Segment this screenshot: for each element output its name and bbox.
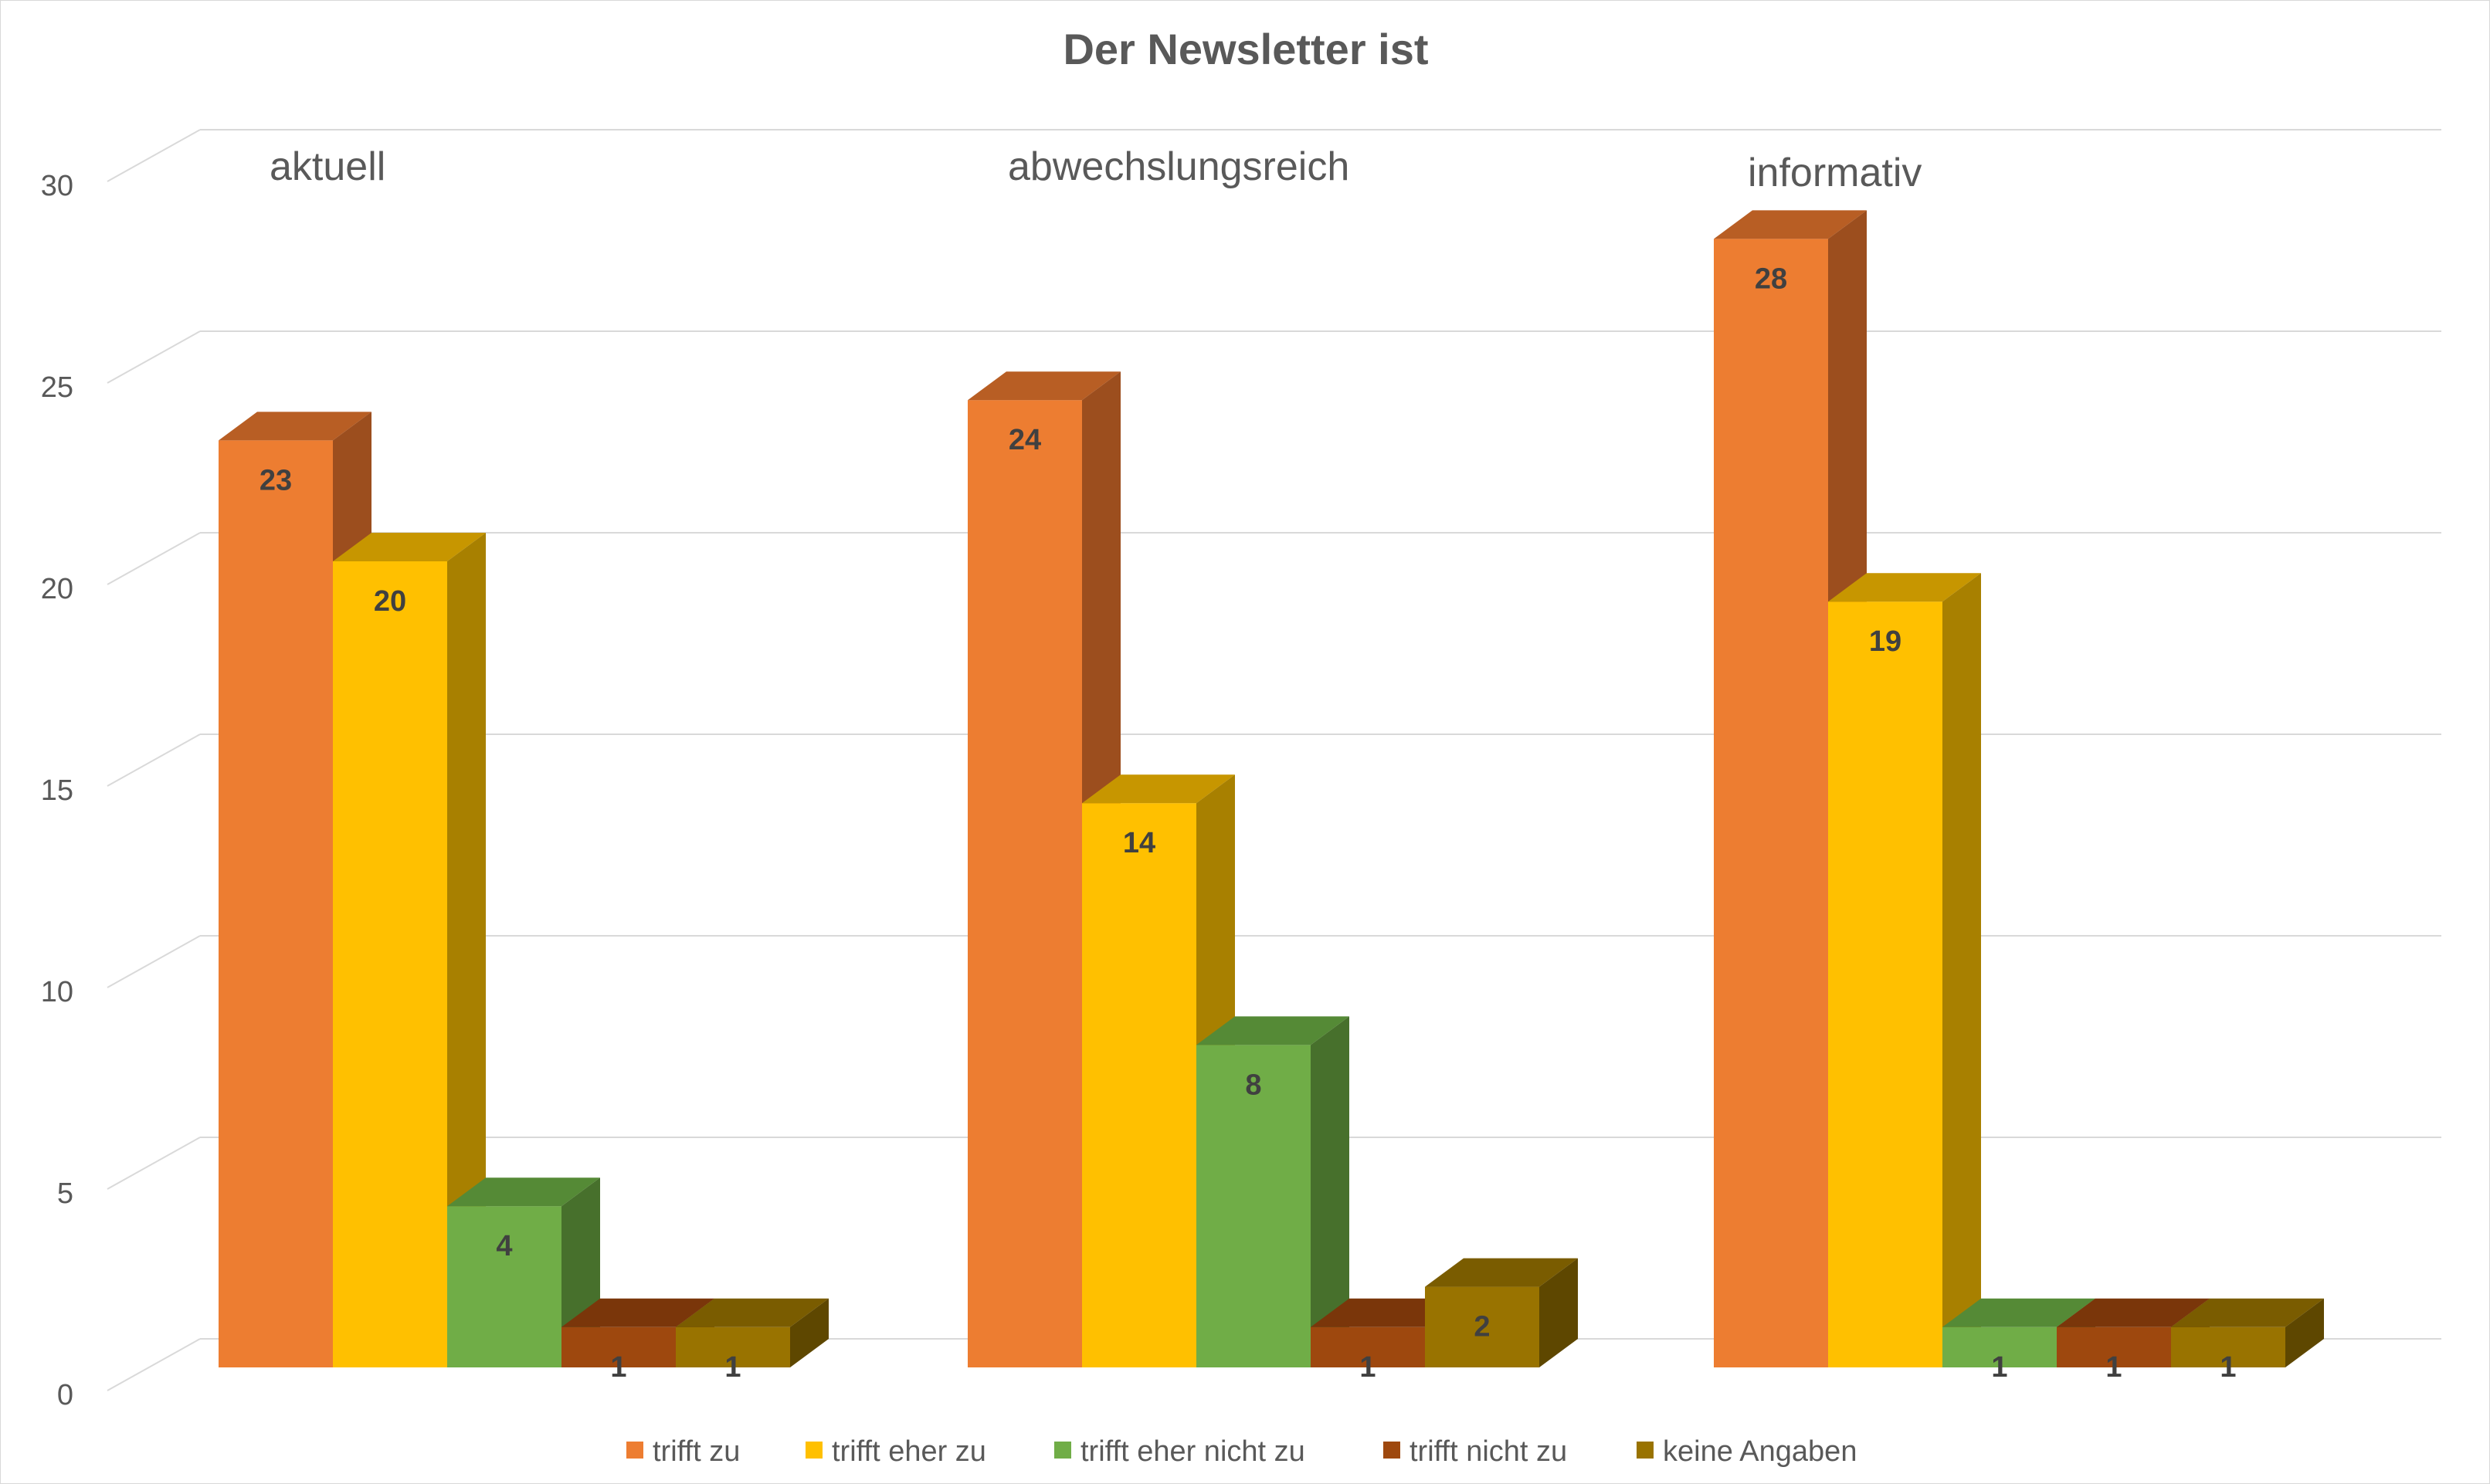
y-tick-label: 30 (41, 170, 73, 202)
legend-swatch (806, 1442, 823, 1459)
bar-top (1082, 774, 1235, 804)
bar-top (1828, 573, 1981, 602)
bar-front (561, 1326, 676, 1367)
legend-item: trifft nicht zu (1383, 1435, 1567, 1468)
legend-item: trifft eher nicht zu (1054, 1435, 1305, 1468)
bar-0-2: 4 (447, 1177, 600, 1367)
category-label: aktuell (270, 144, 385, 189)
bar-front (1196, 1045, 1311, 1367)
data-label: 19 (1869, 625, 1901, 658)
bar-front (1311, 1326, 1425, 1367)
data-label: 20 (374, 585, 406, 618)
bar-front (968, 400, 1082, 1368)
data-label: 4 (496, 1230, 512, 1262)
bar-top (561, 1298, 714, 1327)
legend-item: trifft eher zu (806, 1435, 986, 1468)
legend-label: trifft eher zu (832, 1435, 986, 1468)
y-tick-label: 10 (41, 976, 73, 1008)
legend-label: keine Angaben (1663, 1435, 1857, 1468)
data-label: 1 (1991, 1351, 2007, 1384)
bar-top (447, 1177, 600, 1207)
data-label: 1 (1359, 1351, 1376, 1384)
category-label: abwechslungsreich (1008, 144, 1349, 189)
bar-top (219, 412, 371, 441)
y-tick-label: 25 (41, 371, 73, 404)
legend-swatch (1637, 1442, 1654, 1459)
gridline-depth (107, 129, 201, 182)
gridline-depth (107, 330, 201, 384)
bar-top (1425, 1258, 1578, 1287)
gridline-depth (107, 1137, 201, 1190)
data-label: 1 (2105, 1351, 2122, 1384)
bar-1-0: 24 (968, 371, 1121, 1368)
bar-top (676, 1298, 829, 1327)
legend-swatch (1383, 1442, 1400, 1459)
bar-front (219, 440, 333, 1367)
bar-top (968, 371, 1121, 401)
bar-front (2057, 1326, 2171, 1367)
gridline-depth (107, 532, 201, 585)
legend-item: keine Angaben (1637, 1435, 1857, 1468)
bar-2-4: 1 (2171, 1298, 2324, 1384)
bar-side (790, 1298, 829, 1367)
gridline-depth (107, 1338, 201, 1391)
bar-top (1196, 1016, 1349, 1045)
legend-label: trifft eher nicht zu (1080, 1435, 1305, 1468)
gridline-depth (107, 734, 201, 787)
legend-label: trifft zu (653, 1435, 740, 1468)
bar-front (1714, 239, 1828, 1367)
legend-item: trifft zu (626, 1435, 740, 1468)
bar-top (1942, 1298, 2095, 1327)
bar-front (1942, 1326, 2057, 1367)
bar-top (1714, 210, 1867, 239)
bar-1-4: 2 (1425, 1258, 1578, 1367)
legend-swatch (626, 1442, 643, 1459)
data-label: 1 (610, 1351, 626, 1384)
bar-front (676, 1326, 790, 1367)
y-tick-label: 15 (41, 774, 73, 807)
y-tick-label: 20 (41, 573, 73, 605)
data-label: 2 (1474, 1311, 1490, 1343)
bar-top (333, 533, 486, 561)
bar-side (447, 533, 486, 1367)
bar-side (1311, 1016, 1349, 1367)
data-label: 28 (1755, 263, 1787, 295)
data-label: 1 (724, 1351, 741, 1384)
bar-0-1: 20 (333, 533, 486, 1367)
gridline-depth (107, 935, 201, 988)
data-label: 14 (1123, 827, 1155, 859)
category-label: informativ (1748, 151, 1922, 195)
legend-swatch (1054, 1442, 1071, 1459)
chart-title: Der Newsletter ist (1063, 25, 1428, 73)
bar-front (333, 561, 447, 1367)
y-tick-label: 0 (57, 1379, 73, 1411)
bar-side (1539, 1258, 1578, 1367)
legend-label: trifft nicht zu (1410, 1435, 1567, 1468)
bar-0-4: 1 (676, 1298, 829, 1384)
y-tick-label: 5 (57, 1177, 73, 1210)
bar-2-0: 28 (1714, 210, 1867, 1367)
data-label: 23 (260, 464, 292, 496)
bar-front (447, 1206, 561, 1367)
bar-2-1: 19 (1828, 573, 1981, 1368)
bar-front (1425, 1286, 1539, 1367)
bar-side (2285, 1298, 2324, 1367)
bar-front (2171, 1326, 2285, 1367)
bar-front (1082, 803, 1196, 1367)
bar-front (1828, 601, 1942, 1367)
bar-1-2: 8 (1196, 1016, 1349, 1367)
bar-top (2057, 1298, 2210, 1327)
bar-top (2171, 1298, 2324, 1327)
data-label: 8 (1245, 1069, 1261, 1101)
data-label: 1 (2220, 1351, 2236, 1384)
data-label: 24 (1009, 424, 1041, 456)
bar-side (1942, 573, 1981, 1368)
